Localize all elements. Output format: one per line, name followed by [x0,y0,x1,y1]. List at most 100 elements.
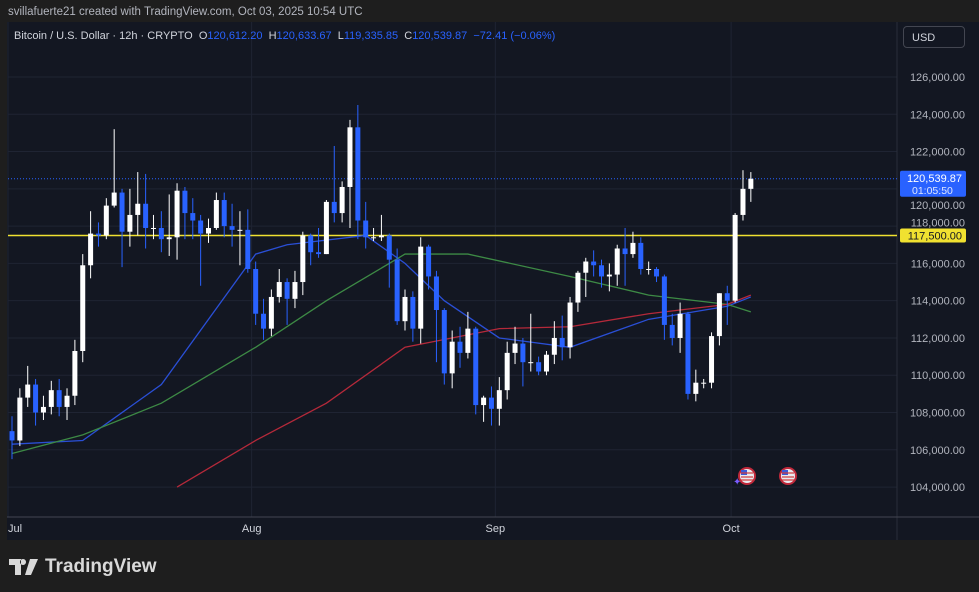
candle [9,416,15,460]
candle [95,222,101,247]
candle [64,388,70,420]
price-tick-label: 112,000.00 [911,333,965,345]
chart-panel[interactable] [7,22,979,540]
candle-body [740,188,746,215]
candle-body [119,192,125,232]
candle [80,254,86,363]
candle-body [308,235,314,253]
us-flag-event-icon [738,467,756,485]
change-value: −72.41 (−0.06%) [473,30,556,42]
candle-body [40,406,46,413]
candle-body [426,246,432,277]
candle [221,192,227,238]
close-label: C [404,30,413,42]
candle [166,194,172,256]
candle-body [276,282,282,297]
candle [339,181,345,223]
candle [441,308,447,385]
candle [402,289,408,331]
candle-body [56,390,62,407]
candle [378,214,384,242]
candle [748,172,754,202]
candle [685,311,691,400]
candle-body [614,248,620,275]
candle [347,119,353,228]
candle-body [748,178,754,189]
candle [457,326,463,368]
candle-body [481,397,487,406]
candle [646,261,652,275]
candle [150,214,156,240]
last-price-badge [900,170,966,197]
close-value: 120,539.87 [412,30,468,42]
candle-body [528,362,534,364]
candle [504,341,510,400]
candle-body [543,354,549,372]
candle [206,218,211,243]
candle-body [693,382,699,394]
price-tick-label: 126,000.00 [910,72,965,84]
candle-body [143,203,149,228]
ohlc-legend: Bitcoin / U.S. Dollar · 12h · CRYPTO O12… [14,30,555,42]
low-value: 119,335.85 [343,30,399,42]
candle-body [245,229,251,269]
candle-body [457,341,463,353]
candle [308,233,314,266]
candle [56,378,62,417]
candle-body [33,384,39,413]
candle-body [402,296,408,322]
candle [17,388,23,447]
candle [229,203,235,247]
candle-body [606,274,612,277]
price-tick-label: 110,000.00 [911,370,965,382]
candle [630,231,636,258]
moving-average-line [11,234,752,445]
candle [622,227,628,286]
candle [198,214,204,286]
currency-button[interactable]: USD [903,26,965,48]
candle [182,186,188,240]
candle-body [237,229,243,231]
candle [158,211,164,253]
bar-countdown: 01:05:50 [912,185,953,197]
candle [473,326,479,415]
candle [292,270,298,309]
candle-body [95,233,101,236]
us-flag-event-icon [779,467,797,485]
candle [433,270,439,363]
candle [543,351,549,376]
candle-body [575,272,581,303]
candle [371,227,377,242]
candle [119,188,125,268]
candle-body [229,226,235,230]
candle-body [300,235,306,283]
candle [740,170,746,221]
high-label: H [268,30,277,42]
candle-body [465,328,471,353]
candle-body [221,200,227,227]
low-label: L [337,30,344,42]
candle [426,244,432,290]
candle-body [190,213,196,221]
moving-average-line [11,253,752,455]
candle [716,293,722,346]
candle-body [292,282,298,299]
candle-body [394,259,400,322]
candle [316,227,322,258]
candle [323,200,329,255]
candle-body [355,127,361,221]
candle-body [127,214,133,232]
candle-body [496,390,502,409]
candle-body [512,343,518,353]
price-tick-label: 106,000.00 [910,445,965,457]
candle-body [103,205,109,236]
time-tick-label: Jul [8,523,22,535]
candle-body [268,296,274,329]
candle [33,378,39,426]
candle [520,337,526,387]
candle-body [732,214,738,301]
candle-body [520,343,526,363]
tradingview-logo[interactable]: TradingView [9,556,157,578]
candle [661,274,667,340]
